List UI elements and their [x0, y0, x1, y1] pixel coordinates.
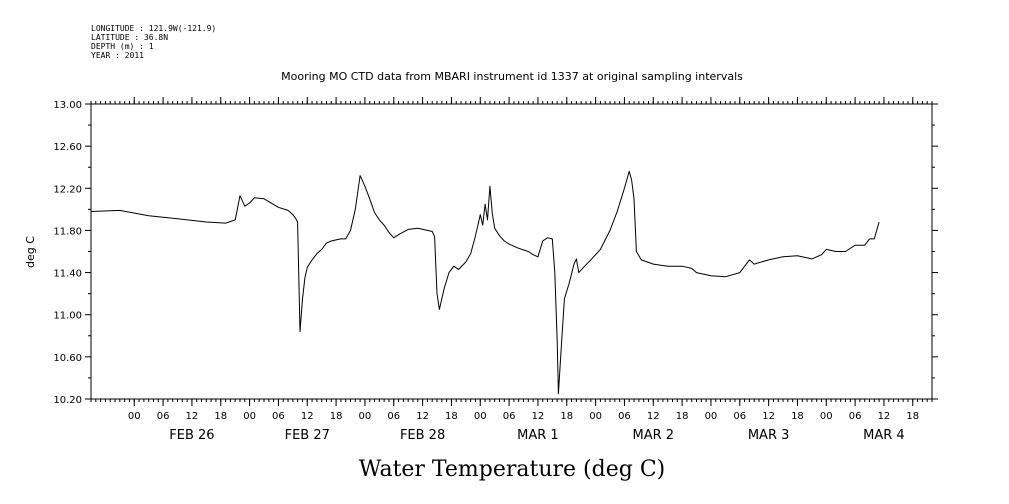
- x-tick-label: 06: [387, 411, 400, 422]
- x-tick-label: 18: [560, 411, 573, 422]
- x-tick-label: 00: [589, 411, 602, 422]
- header-year: YEAR : 2011: [91, 51, 144, 60]
- x-tick-label: 06: [157, 411, 170, 422]
- x-tick-label: 06: [503, 411, 516, 422]
- x-tick-label: 12: [532, 411, 545, 422]
- x-tick-label: 18: [445, 411, 458, 422]
- x-axis: 00 06 12 18 00 06 12 18 00 06 12 18 00 06 12 18 00 06 12 18…: [90, 97, 933, 443]
- header-longitude: LONGITUDE : 121.9W(-121.9): [91, 24, 216, 33]
- chart-title: Mooring MO CTD data from MBARI instrumen…: [281, 70, 743, 83]
- x-tick-label: 00: [474, 411, 487, 422]
- y-tick-label: 11.40: [53, 269, 82, 280]
- x-day-label: FEB 26: [169, 428, 214, 443]
- x-tick-label: 00: [243, 411, 256, 422]
- x-day-label: FEB 27: [285, 428, 330, 443]
- x-tick-label: 00: [705, 411, 718, 422]
- y-tick-label: 13.00: [53, 100, 82, 111]
- y-tick-label: 10.20: [53, 395, 82, 406]
- series-layer: [90, 170, 880, 395]
- y-tick-label: 11.00: [53, 311, 82, 322]
- x-day-label: MAR 1: [517, 428, 559, 443]
- x-day-label: MAR 4: [863, 428, 905, 443]
- x-tick-label: 12: [762, 411, 775, 422]
- header-latitude: LATITUDE : 36.8N: [91, 33, 168, 42]
- x-tick-label: 18: [906, 411, 919, 422]
- header-depth: DEPTH (m) : 1: [91, 42, 154, 51]
- x-tick-label: 18: [676, 411, 689, 422]
- x-tick-label: 00: [820, 411, 833, 422]
- plot-frame: [90, 103, 933, 400]
- x-day-label: MAR 3: [748, 428, 790, 443]
- y-tick-label: 12.20: [53, 184, 82, 195]
- x-axis-label: Water Temperature (deg C): [359, 457, 666, 482]
- x-tick-label: 12: [186, 411, 199, 422]
- x-tick-label: 06: [272, 411, 285, 422]
- x-tick-label: 12: [301, 411, 314, 422]
- x-tick-label: 18: [214, 411, 227, 422]
- x-day-label: FEB 28: [400, 428, 445, 443]
- x-tick-label: 12: [416, 411, 429, 422]
- y-tick-label: 11.80: [53, 226, 82, 237]
- y-axis: 13.00 12.60 12.20 11.80 11.40 11.00 10.60 10.20: [53, 100, 938, 406]
- x-tick-label: 00: [359, 411, 372, 422]
- y-axis-label: deg C: [24, 236, 37, 268]
- x-tick-label: 18: [791, 411, 804, 422]
- y-tick-label: 12.60: [53, 142, 82, 153]
- header-info: LONGITUDE : 121.9W(-121.9) LATITUDE : 36…: [91, 24, 216, 60]
- x-tick-label: 12: [878, 411, 891, 422]
- x-tick-label: 06: [618, 411, 631, 422]
- x-tick-label: 12: [647, 411, 660, 422]
- y-tick-label: 10.60: [53, 353, 82, 364]
- x-tick-label: 06: [849, 411, 862, 422]
- series-line: [90, 170, 880, 395]
- x-day-label: MAR 2: [632, 428, 674, 443]
- x-tick-label: 00: [128, 411, 141, 422]
- x-tick-label: 06: [733, 411, 746, 422]
- x-tick-label: 18: [330, 411, 343, 422]
